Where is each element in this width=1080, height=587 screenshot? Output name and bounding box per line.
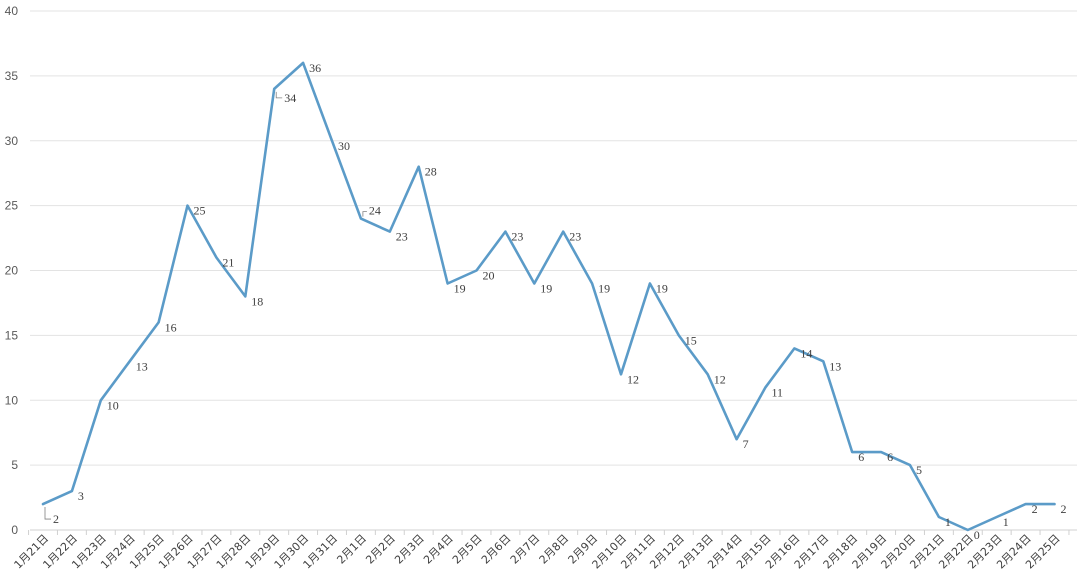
data-label: 19 (598, 281, 610, 295)
data-label: 30 (338, 139, 350, 153)
data-label: 12 (627, 372, 639, 386)
data-label: 14 (800, 346, 812, 360)
x-axis: 1月21日1月22日1月23日1月24日1月25日1月26日1月27日1月28日… (12, 529, 1077, 572)
data-label: 15 (685, 333, 697, 347)
data-label: 6 (858, 450, 864, 464)
x-tick-label: 2月4日 (421, 532, 456, 567)
data-label: 28 (425, 165, 437, 179)
data-label: 2 (1061, 502, 1067, 516)
data-label: 19 (540, 281, 552, 295)
data-label: 23 (396, 230, 408, 244)
y-tick-label: 10 (5, 393, 19, 407)
data-label: 19 (454, 281, 466, 295)
x-tick-label: 2月8日 (537, 532, 572, 567)
data-label: 36 (309, 61, 321, 75)
data-label: 25 (194, 204, 206, 218)
data-label: 21 (222, 256, 234, 270)
data-label: 2 (1032, 502, 1038, 516)
y-tick-label: 0 (11, 523, 18, 537)
data-label: 18 (251, 294, 263, 308)
x-tick-label: 2月7日 (508, 532, 543, 567)
y-tick-label: 25 (5, 199, 19, 213)
data-label: 12 (714, 372, 726, 386)
data-label-leader (44, 507, 51, 520)
x-tick-label: 2月3日 (392, 532, 427, 567)
data-label: 2 (53, 512, 59, 526)
data-label: 1 (1003, 515, 1009, 529)
data-label: 3 (78, 489, 84, 503)
data-label: 24 (369, 204, 381, 218)
series-line (41, 61, 1056, 532)
x-tick-label: 2月1日 (334, 532, 369, 567)
x-tick-label: 2月6日 (479, 532, 514, 567)
data-label: 19 (656, 281, 668, 295)
data-label: 23 (511, 230, 523, 244)
data-label: 13 (136, 359, 148, 373)
y-tick-label: 30 (5, 134, 19, 148)
data-label: 5 (916, 463, 922, 477)
y-tick-label: 35 (5, 69, 19, 83)
data-label: 11 (772, 385, 784, 399)
data-label: 34 (284, 91, 296, 105)
data-label: 13 (829, 359, 841, 373)
x-tick-label: 2月2日 (363, 532, 398, 567)
data-label: 16 (165, 320, 177, 334)
data-label: 6 (887, 450, 893, 464)
data-label: 23 (569, 230, 581, 244)
data-label: 0 (974, 528, 980, 542)
gridlines (30, 10, 1077, 466)
y-tick-label: 40 (5, 4, 19, 18)
y-tick-label: 20 (5, 264, 19, 278)
data-label: 20 (483, 269, 495, 283)
y-tick-label: 15 (5, 328, 19, 342)
x-tick-label: 2月5日 (450, 532, 485, 567)
data-label: 1 (945, 515, 951, 529)
data-label-leader (275, 91, 283, 99)
data-label-leader (362, 211, 367, 217)
y-axis-tick-labels: 0 5 10 15 20 25 30 35 40 (5, 4, 19, 537)
y-tick-label: 5 (11, 458, 18, 472)
series-line-path (41, 61, 1056, 532)
data-label: 10 (107, 398, 119, 412)
data-labels: 2310131625211834363024232819202319231912… (44, 61, 1067, 542)
data-label: 7 (743, 437, 749, 451)
